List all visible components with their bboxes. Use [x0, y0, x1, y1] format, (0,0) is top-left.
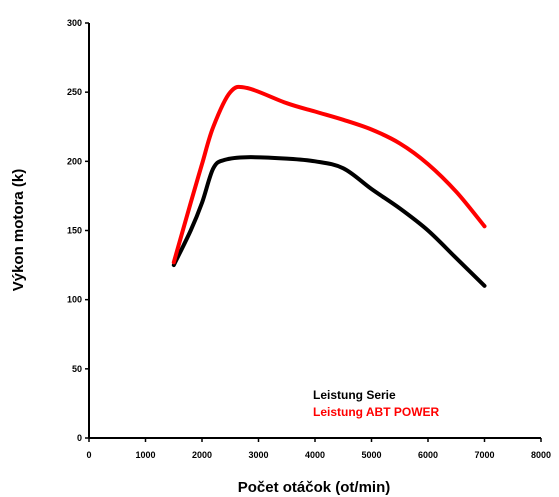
y-tick-label: 200 — [67, 156, 82, 166]
x-tick-label: 0 — [86, 450, 91, 460]
x-tick-label: 4000 — [305, 450, 325, 460]
y-tick-label: 0 — [77, 433, 82, 443]
x-tick-label: 1000 — [135, 450, 155, 460]
y-tick-label: 300 — [67, 18, 82, 28]
legend: Leistung Serie Leistung ABT POWER — [313, 388, 440, 419]
x-tick-label: 5000 — [361, 450, 381, 460]
legend-entry-abt: Leistung ABT POWER — [313, 405, 440, 419]
x-tick-label: 8000 — [531, 450, 551, 460]
series-line-serie — [171, 155, 487, 288]
x-tick-label: 7000 — [474, 450, 494, 460]
y-tick-label: 250 — [67, 87, 82, 97]
series-line-abt-power — [171, 84, 487, 265]
legend-entry-serie: Leistung Serie — [313, 388, 396, 402]
y-tick-label: 100 — [67, 295, 82, 305]
y-axis-title: Výkon motora (k) — [10, 169, 27, 292]
y-tick-label: 150 — [67, 226, 82, 236]
x-tick-label: 2000 — [192, 450, 212, 460]
x-tick-label: 3000 — [248, 450, 268, 460]
x-axis-title: Počet otáčok (ot/min) — [238, 479, 391, 496]
y-tick-label: 50 — [72, 364, 82, 374]
x-tick-label: 6000 — [418, 450, 438, 460]
